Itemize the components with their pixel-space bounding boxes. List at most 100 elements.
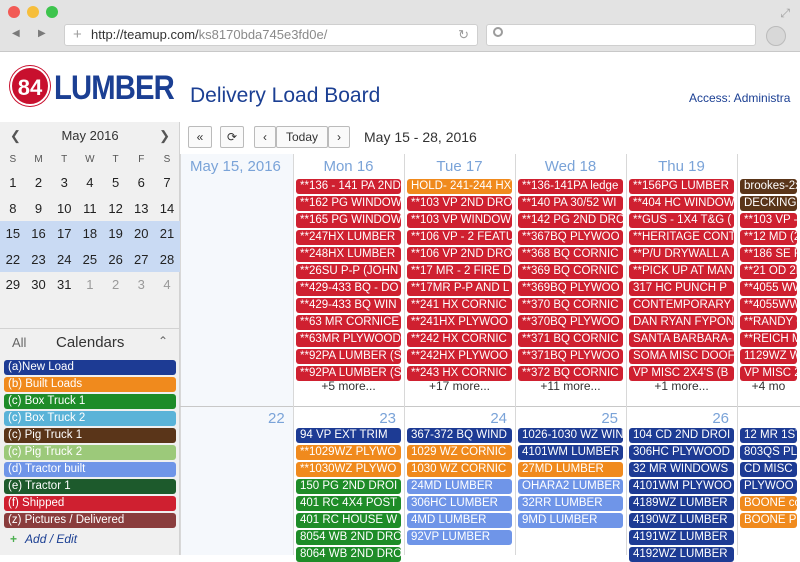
event-item[interactable]: **4055WW [740,298,797,313]
mini-calendar-day[interactable]: 16 [31,226,46,241]
mini-calendar-day[interactable]: 7 [163,175,171,190]
browser-menu-icon[interactable] [766,26,786,46]
event-item[interactable]: **186 SE R [740,247,797,262]
mini-calendar-day[interactable]: 2 [111,277,120,292]
mini-calendar-day[interactable]: 23 [31,251,46,267]
event-item[interactable]: **26SU P-P (JOHN [296,264,401,279]
event-item[interactable]: 9MD LUMBER [518,513,623,528]
day-column[interactable] [515,154,626,555]
prev-period-button[interactable]: ‹ [254,126,276,148]
collapse-calendars-icon[interactable]: ⌃ [157,334,168,348]
event-item[interactable]: **12 MD (2 [740,230,797,245]
event-item[interactable]: 32 MR WINDOWS [629,462,734,477]
calendar-item[interactable]: (a)New Load [4,360,176,375]
event-item[interactable]: **142 PG 2ND DRO [518,213,623,228]
event-item[interactable]: 306HC LUMBER [407,496,512,511]
event-item[interactable]: **106 VP - 2 FEATU [407,230,512,245]
event-item[interactable]: **371 BQ CORNIC [518,332,623,347]
event-item[interactable]: **63 MR CORNICE [296,315,401,330]
close-window-icon[interactable] [8,6,20,18]
event-item[interactable]: **103 VP 2ND DRO [407,196,512,211]
day-header[interactable]: 25 [601,410,618,427]
event-item[interactable]: brookes-2x [740,179,797,194]
mini-next-month-icon[interactable]: ❯ [159,128,170,143]
calendar-item[interactable]: (c) Box Truck 1 [4,394,176,409]
more-events-link[interactable]: +17 more... [428,379,491,393]
calendar-item[interactable]: (f) Shipped [4,496,176,511]
mini-calendar-day[interactable]: 29 [5,277,21,292]
day-header[interactable]: 24 [490,410,507,427]
event-item[interactable]: **367BQ PLYWOO [518,230,623,245]
event-item[interactable]: 4190WZ LUMBER [629,513,734,528]
more-events-link[interactable]: +11 more... [540,379,601,393]
event-item[interactable]: PLYWOO [740,479,797,494]
mini-calendar-day[interactable]: 13 [134,200,149,216]
event-item[interactable]: SANTA BARBARA- [629,332,734,347]
event-item[interactable]: 24MD LUMBER [407,479,512,494]
day-column[interactable] [404,154,515,555]
back-icon[interactable]: ◀ [12,28,20,39]
event-item[interactable]: **429-433 BQ WIN [296,298,401,313]
event-item[interactable]: **243 HX CORNIC [407,366,512,381]
calendar-item[interactable]: (c) Pig Truck 2 [4,445,176,460]
event-item[interactable]: **242HX PLYWOO [407,349,512,364]
add-edit-calendars-link[interactable]: + Add / Edit [10,532,77,546]
mini-calendar-day[interactable]: 31 [56,277,72,292]
calendar-item[interactable]: (e) Tractor 1 [4,479,176,494]
mini-calendar-day[interactable]: 30 [31,277,46,292]
event-item[interactable]: 367-372 BQ WIND [407,428,512,443]
day-column[interactable] [293,154,404,555]
event-item[interactable]: OHARA2 LUMBER [518,479,623,494]
mini-calendar-day[interactable]: 3 [137,277,145,292]
mini-calendar-day[interactable]: 15 [5,226,21,241]
event-item[interactable]: 4101WM LUMBER [518,445,623,460]
mini-calendar-day[interactable]: 19 [108,226,123,241]
event-item[interactable]: **136 - 141 PA 2ND [296,179,401,194]
calendar-item[interactable]: (b) Built Loads [4,377,176,392]
more-events-link[interactable]: +5 more... [321,379,376,393]
calendar-item[interactable]: (c) Box Truck 2 [4,411,176,426]
event-item[interactable]: **371BQ PLYWOO [518,349,623,364]
refresh-button[interactable]: ⟳ [220,126,244,148]
event-item[interactable]: 1029 WZ CORNIC [407,445,512,460]
mini-calendar-day[interactable]: 28 [159,251,175,267]
reload-icon[interactable]: ↻ [458,27,469,42]
event-item[interactable]: CD MISC [740,462,797,477]
mini-calendar-day[interactable]: 5 [111,175,120,190]
event-item[interactable]: **PICK UP AT MAN [629,264,734,279]
day-header[interactable]: Tue 17 [436,158,483,175]
mini-calendar-day[interactable]: 9 [34,200,43,216]
event-item[interactable]: VP MISC 2X4'S (B [629,366,734,381]
day-header[interactable]: Thu 19 [658,158,705,175]
mini-calendar-day[interactable]: 11 [83,200,97,216]
mini-prev-month-icon[interactable]: ❮ [10,128,21,143]
mini-calendar-day[interactable]: 21 [159,226,175,241]
event-item[interactable]: **P/U DRYWALL A [629,247,734,262]
mini-calendar-day[interactable]: 10 [56,200,72,216]
event-item[interactable]: 317 HC PUNCH P [629,281,734,296]
event-item[interactable]: 306HC PLYWOOD [629,445,734,460]
event-item[interactable]: **RANDY C [740,315,797,330]
event-item[interactable]: DAN RYAN FYPON [629,315,734,330]
event-item[interactable]: VP MISC 2 [740,366,797,381]
event-item[interactable]: DECKING [740,196,797,211]
mini-calendar-day[interactable]: 3 [60,175,68,190]
event-item[interactable]: 104 CD 2ND DROI [629,428,734,443]
event-item[interactable]: **1030WZ PLYWO [296,462,401,477]
day-header[interactable]: Wed 18 [544,158,597,175]
event-item[interactable]: 803QS PLY [740,445,797,460]
mini-calendar-day[interactable]: 18 [82,226,98,241]
event-item[interactable]: HOLD- 241-244 HX [407,179,512,194]
calendar-item[interactable]: (z) Pictures / Delivered [4,513,176,528]
mini-calendar-day[interactable]: 22 [5,251,21,267]
event-item[interactable]: **241 HX CORNIC [407,298,512,313]
event-item[interactable]: **136-141PA ledge [518,179,623,194]
event-item[interactable]: 4189WZ LUMBER [629,496,734,511]
day-header[interactable]: Mon 16 [323,158,374,175]
event-item[interactable]: **165 PG WINDOW [296,213,401,228]
event-item[interactable]: **369BQ PLYWOO [518,281,623,296]
event-item[interactable]: **429-433 BQ - DO [296,281,401,296]
event-item[interactable]: **106 VP 2ND DRO [407,247,512,262]
event-item[interactable]: **372 BQ CORNIC [518,366,623,381]
event-item[interactable]: **21 OD 2N [740,264,797,279]
